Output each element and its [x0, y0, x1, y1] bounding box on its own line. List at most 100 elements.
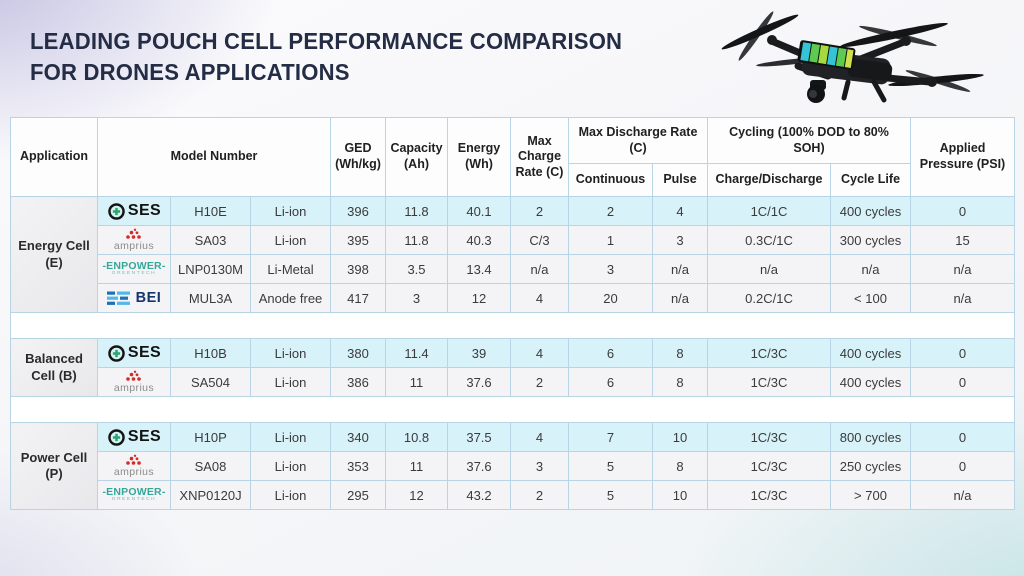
header-max-charge-rate: Max Charge Rate (C) — [510, 117, 569, 197]
group-spacer-row — [10, 396, 1015, 423]
cell-model: H10P — [170, 422, 251, 452]
cell-ged: 395 — [330, 225, 386, 255]
cell-pressure: n/a — [910, 254, 1015, 284]
cell-chemistry: Li-ion — [250, 422, 331, 452]
cell-cycle-life: 400 cycles — [830, 338, 911, 368]
cell-ged: 295 — [330, 480, 386, 510]
cell-model: H10E — [170, 196, 251, 226]
cell-discharge-continuous: 3 — [568, 254, 653, 284]
cell-max-charge: 3 — [510, 451, 569, 481]
cell-chemistry: Li-Metal — [250, 254, 331, 284]
cell-charge-discharge: 1C/1C — [707, 196, 831, 226]
cell-model: SA08 — [170, 451, 251, 481]
cell-capacity: 11.8 — [385, 225, 448, 255]
application-group-label: Power Cell (P) — [10, 422, 98, 510]
cell-chemistry: Li-ion — [250, 196, 331, 226]
cell-ged: 396 — [330, 196, 386, 226]
cell-cycle-life: 800 cycles — [830, 422, 911, 452]
cell-pressure: n/a — [910, 480, 1015, 510]
ses-logo-icon: SES — [97, 196, 171, 226]
amprius-logo-icon: amprius — [97, 451, 171, 481]
enpower-logo-icon: -ENPOWER- GREENTECH — [97, 480, 171, 510]
cell-discharge-pulse: n/a — [652, 254, 708, 284]
table-row: amprius SA504 Li-ion 386 11 37.6 2 6 8 1C/3C 400 c… — [11, 367, 1015, 397]
page-title: LEADING POUCH CELL PERFORMANCE COMPARISO… — [30, 26, 622, 88]
cell-max-charge: 2 — [510, 196, 569, 226]
cell-charge-discharge: 1C/3C — [707, 367, 831, 397]
cell-charge-discharge: 1C/3C — [707, 480, 831, 510]
header-energy: Energy (Wh) — [447, 117, 511, 197]
cell-capacity: 10.8 — [385, 422, 448, 452]
cell-charge-discharge: n/a — [707, 254, 831, 284]
application-group-label: Balanced Cell (B) — [10, 338, 98, 397]
header-applied-pressure: Applied Pressure (PSI) — [910, 117, 1015, 197]
cell-charge-discharge: 1C/3C — [707, 338, 831, 368]
cell-model: SA03 — [170, 225, 251, 255]
cell-discharge-pulse: 3 — [652, 225, 708, 255]
cell-max-charge: 2 — [510, 367, 569, 397]
cell-discharge-continuous: 5 — [568, 451, 653, 481]
cell-discharge-pulse: 4 — [652, 196, 708, 226]
cell-capacity: 3 — [385, 283, 448, 313]
cell-discharge-continuous: 7 — [568, 422, 653, 452]
cell-discharge-pulse: 10 — [652, 480, 708, 510]
cell-capacity: 11 — [385, 367, 448, 397]
page-title-line2: FOR DRONES APPLICATIONS — [30, 59, 350, 85]
enpower-logo-icon: -ENPOWER- GREENTECH — [97, 254, 171, 284]
cell-discharge-continuous: 6 — [568, 338, 653, 368]
cell-discharge-pulse: 8 — [652, 338, 708, 368]
amprius-logo-icon: amprius — [97, 225, 171, 255]
cell-pressure: 0 — [910, 367, 1015, 397]
header-max-discharge-rate: Max Discharge Rate (C) — [568, 117, 708, 164]
table-row: Energy Cell (E) SES H10E Li-ion 396 11.8 40.1 2… — [10, 196, 1015, 313]
cell-pressure: 0 — [910, 196, 1015, 226]
cell-capacity: 12 — [385, 480, 448, 510]
amprius-logo-icon: amprius — [97, 367, 171, 397]
table-body: Energy Cell (E) SES H10E Li-ion 396 11.8 40.1 2… — [10, 196, 1015, 510]
cell-model: H10B — [170, 338, 251, 368]
cell-cycle-life: 250 cycles — [830, 451, 911, 481]
cell-cycle-life: > 700 — [830, 480, 911, 510]
cell-model: XNP0120J — [170, 480, 251, 510]
cell-max-charge: n/a — [510, 254, 569, 284]
header-application: Application — [10, 117, 98, 197]
cell-ged: 353 — [330, 451, 386, 481]
header-ged: GED (Wh/kg) — [330, 117, 386, 197]
cell-charge-discharge: 0.3C/1C — [707, 225, 831, 255]
cell-energy: 43.2 — [447, 480, 511, 510]
cell-max-charge: 4 — [510, 283, 569, 313]
cell-model: SA504 — [170, 367, 251, 397]
ses-logo-icon: SES — [97, 422, 171, 452]
cell-cycle-life: 300 cycles — [830, 225, 911, 255]
cell-chemistry: Li-ion — [250, 451, 331, 481]
cell-charge-discharge: 1C/3C — [707, 422, 831, 452]
cell-energy: 39 — [447, 338, 511, 368]
cell-discharge-continuous: 5 — [568, 480, 653, 510]
cell-discharge-continuous: 2 — [568, 196, 653, 226]
cell-capacity: 11.4 — [385, 338, 448, 368]
cell-discharge-continuous: 1 — [568, 225, 653, 255]
cell-chemistry: Li-ion — [250, 225, 331, 255]
group-spacer-row — [10, 312, 1015, 339]
cell-energy: 37.6 — [447, 451, 511, 481]
cell-model: LNP0130M — [170, 254, 251, 284]
header-continuous: Continuous — [568, 163, 653, 197]
cell-energy: 13.4 — [447, 254, 511, 284]
page-title-line1: LEADING POUCH CELL PERFORMANCE COMPARISO… — [30, 28, 623, 54]
cell-discharge-pulse: 8 — [652, 451, 708, 481]
table-row: -ENPOWER- GREENTECH XNP0120J Li-ion 295 12 43.… — [11, 480, 1015, 510]
cell-capacity: 3.5 — [385, 254, 448, 284]
cell-model: MUL3A — [170, 283, 251, 313]
cell-max-charge: 4 — [510, 422, 569, 452]
cell-pressure: 0 — [910, 422, 1015, 452]
table-row: -ENPOWER- GREENTECH LNP0130M Li-Metal 398 3.5… — [11, 254, 1015, 284]
cell-cycle-life: n/a — [830, 254, 911, 284]
cell-max-charge: 2 — [510, 480, 569, 510]
drone-image — [721, 11, 984, 103]
cell-discharge-continuous: 6 — [568, 367, 653, 397]
cell-chemistry: Li-ion — [250, 338, 331, 368]
cell-chemistry: Li-ion — [250, 367, 331, 397]
cell-pressure: 0 — [910, 338, 1015, 368]
application-group-label: Energy Cell (E) — [10, 196, 98, 313]
